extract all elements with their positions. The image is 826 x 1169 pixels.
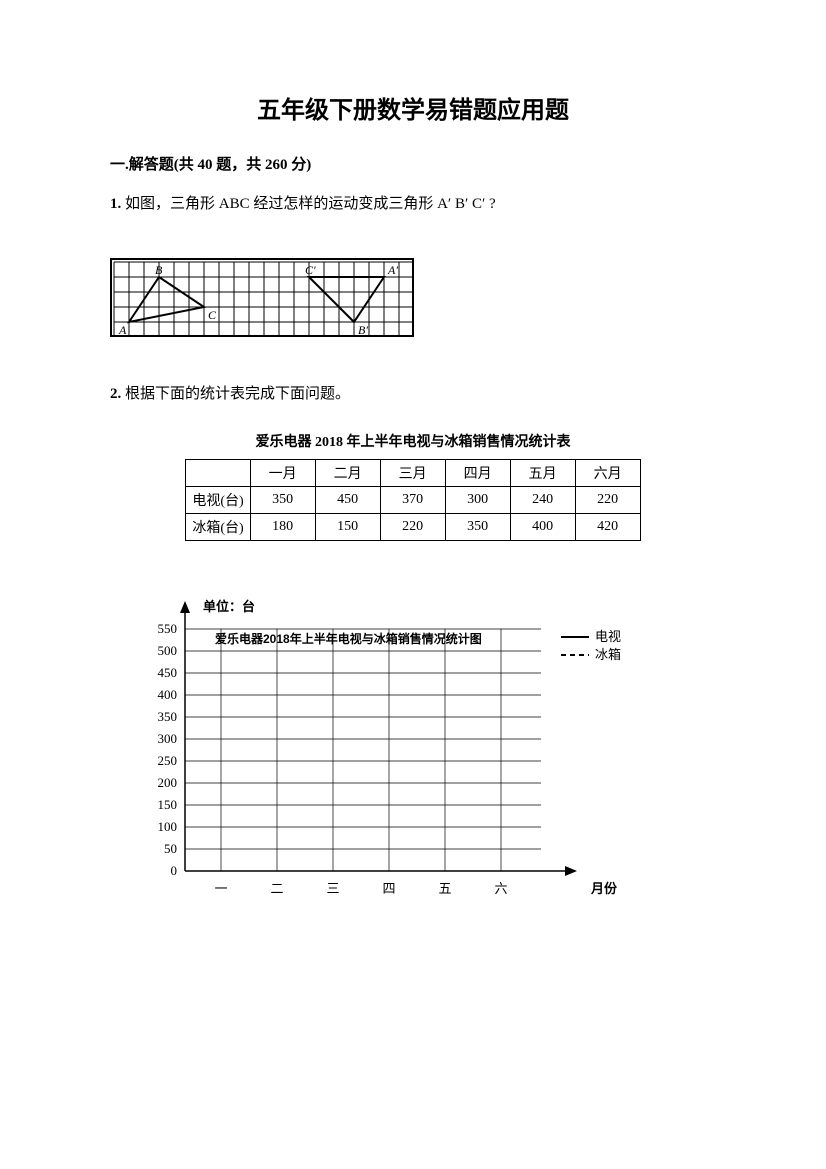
chart: 单位：台爱乐电器2018年上半年电视与冰箱销售情况统计图 0 50 100 150 200…: [130, 571, 716, 916]
page-title: 五年级下册数学易错题应用题: [110, 90, 716, 125]
svg-text:200: 200: [158, 775, 178, 790]
svg-text:500: 500: [158, 643, 178, 658]
svg-text:100: 100: [158, 819, 178, 834]
svg-text:0: 0: [171, 863, 178, 878]
table-row: 电视(台)350450370300240220: [186, 487, 640, 514]
svg-text:电视: 电视: [595, 629, 621, 644]
svg-text:550: 550: [158, 621, 178, 636]
svg-text:300: 300: [158, 731, 178, 746]
svg-text:450: 450: [158, 665, 178, 680]
svg-text:六: 六: [494, 881, 507, 896]
svg-text:四: 四: [382, 881, 395, 896]
svg-text:C′: C′: [305, 263, 316, 277]
svg-text:B′: B′: [358, 323, 368, 337]
q2-text: 根据下面的统计表完成下面问题。: [125, 386, 350, 402]
table-header-cell: 四月: [445, 460, 510, 487]
svg-text:五: 五: [438, 881, 451, 896]
svg-text:B: B: [155, 263, 163, 277]
svg-text:400: 400: [158, 687, 178, 702]
data-table: 一月二月三月四月五月六月电视(台)350450370300240220冰箱(台)…: [185, 459, 640, 541]
svg-text:二: 二: [270, 881, 283, 896]
table-header-cell: 二月: [315, 460, 380, 487]
q1-number: 1.: [110, 196, 121, 212]
svg-text:A: A: [118, 323, 127, 337]
q1-text: 如图，三角形 ABC 经过怎样的运动变成三角形 A′ B′ C′ ?: [125, 196, 496, 212]
svg-text:50: 50: [164, 841, 177, 856]
svg-text:冰箱: 冰箱: [595, 647, 621, 662]
svg-text:350: 350: [158, 709, 178, 724]
svg-text:250: 250: [158, 753, 178, 768]
section-header: 一.解答题(共 40 题，共 260 分): [110, 153, 716, 174]
table-row: 冰箱(台)180150220350400420: [186, 514, 640, 541]
q2-number: 2.: [110, 386, 121, 402]
svg-text:月份: 月份: [590, 881, 618, 896]
question-2: 2. 根据下面的统计表完成下面问题。: [110, 382, 716, 406]
table-title: 爱乐电器 2018 年上半年电视与冰箱销售情况统计表: [110, 431, 716, 451]
svg-text:三: 三: [326, 881, 339, 896]
svg-text:爱乐电器2018年上半年电视与冰箱销售情况统计图: 爱乐电器2018年上半年电视与冰箱销售情况统计图: [215, 631, 482, 646]
table-header-cell: 三月: [380, 460, 445, 487]
table-header-cell: [186, 460, 250, 487]
svg-text:一: 一: [214, 881, 227, 896]
grid-diagram: A B C C′ A′ B′: [110, 238, 716, 382]
table-header-cell: 一月: [250, 460, 315, 487]
svg-text:单位：台: 单位：台: [203, 599, 255, 614]
table-header-cell: 六月: [575, 460, 640, 487]
svg-text:C: C: [208, 308, 217, 322]
svg-text:150: 150: [158, 797, 178, 812]
question-1: 1. 如图，三角形 ABC 经过怎样的运动变成三角形 A′ B′ C′ ?: [110, 192, 716, 216]
svg-text:A′: A′: [387, 263, 398, 277]
table-header-cell: 五月: [510, 460, 575, 487]
